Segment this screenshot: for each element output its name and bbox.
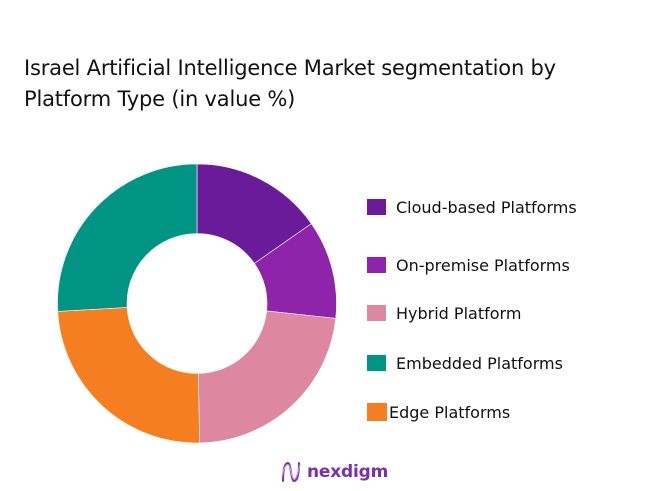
chart-title: Israel Artificial Intelligence Market se… bbox=[24, 53, 644, 115]
legend-swatch bbox=[367, 305, 386, 321]
legend-label: Hybrid Platform bbox=[396, 303, 522, 323]
legend-swatch bbox=[367, 403, 387, 421]
legend-label: Embedded Platforms bbox=[396, 353, 563, 373]
legend-item-embedded: Embedded Platforms bbox=[367, 353, 563, 373]
nexdigm-wave-logo-icon bbox=[281, 461, 301, 483]
legend-item-on-premise: On-premise Platforms bbox=[367, 255, 570, 275]
donut-slice-hybrid-platform bbox=[198, 310, 337, 444]
brand-name: nexdigm bbox=[307, 462, 389, 482]
legend-label: On-premise Platforms bbox=[396, 255, 570, 275]
legend-label: Edge Platforms bbox=[389, 402, 511, 422]
legend-item-cloud-based: Cloud-based Platforms bbox=[367, 197, 577, 217]
legend-swatch bbox=[367, 257, 386, 273]
chart-title-line-1: Israel Artificial Intelligence Market se… bbox=[24, 56, 556, 80]
nexdigm-logo: nexdigm bbox=[281, 461, 388, 483]
legend-item-edge: Edge Platforms bbox=[367, 402, 510, 422]
donut-slice-embedded-platforms bbox=[57, 163, 198, 312]
legend-label: Cloud-based Platforms bbox=[396, 197, 577, 217]
donut-slice-edge-platforms bbox=[57, 307, 200, 444]
legend-swatch bbox=[367, 355, 386, 371]
chart-title-line-2: Platform Type (in value %) bbox=[24, 87, 296, 111]
legend-item-hybrid: Hybrid Platform bbox=[367, 303, 521, 323]
legend-swatch bbox=[367, 199, 386, 215]
